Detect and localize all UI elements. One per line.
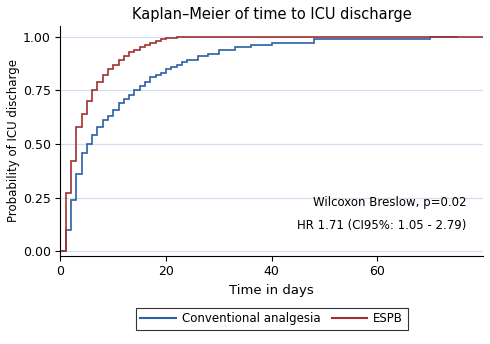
ESPB [152,39,158,43]
ESPB [126,50,132,54]
ESPB [190,34,196,39]
Conventional analgesia [163,67,169,71]
Title: Kaplan–Meier of time to ICU discharge: Kaplan–Meier of time to ICU discharge [132,7,412,22]
Conventional analgesia [216,47,222,52]
Conventional analgesia [179,60,185,64]
Conventional analgesia [247,43,253,47]
ESPB [68,159,74,163]
ESPB [105,67,111,71]
Conventional analgesia [311,37,317,41]
ESPB [131,47,137,52]
Conventional analgesia [269,41,275,45]
Conventional analgesia [232,45,238,50]
Conventional analgesia [195,54,201,58]
Conventional analgesia [184,58,190,62]
ESPB [95,80,100,84]
ESPB [137,45,143,50]
Conventional analgesia [142,80,148,84]
ESPB [57,249,63,254]
ESPB [142,43,148,47]
Text: HR 1.71 (CI95%: 1.05 - 2.79): HR 1.71 (CI95%: 1.05 - 2.79) [297,219,466,232]
Line: Conventional analgesia: Conventional analgesia [60,36,457,251]
ESPB [158,37,164,41]
Conventional analgesia [147,75,153,79]
ESPB [116,58,122,62]
ESPB [147,41,153,45]
ESPB [63,191,69,195]
Conventional analgesia [152,73,158,77]
ESPB [121,54,127,58]
ESPB [100,73,106,77]
ESPB [110,63,116,67]
ESPB [74,125,79,129]
ESPB [89,88,95,93]
Conventional analgesia [131,88,137,93]
Conventional analgesia [84,142,90,146]
Conventional analgesia [121,97,127,101]
ESPB [84,99,90,103]
Y-axis label: Probability of ICU discharge: Probability of ICU discharge [7,59,20,222]
Conventional analgesia [158,71,164,75]
Conventional analgesia [57,249,63,254]
Text: Wilcoxon Breslow, p=0.02: Wilcoxon Breslow, p=0.02 [313,196,466,209]
Conventional analgesia [105,114,111,118]
Line: ESPB: ESPB [60,36,483,251]
ESPB [480,34,486,39]
Legend: Conventional analgesia, ESPB: Conventional analgesia, ESPB [136,308,408,330]
Conventional analgesia [100,118,106,122]
ESPB [174,34,180,39]
Conventional analgesia [74,172,79,176]
ESPB [163,36,169,40]
Conventional analgesia [89,133,95,138]
Conventional analgesia [78,151,84,155]
Conventional analgesia [427,34,433,39]
ESPB [57,249,63,254]
Conventional analgesia [68,198,74,202]
Conventional analgesia [169,65,174,69]
Conventional analgesia [205,52,211,56]
Conventional analgesia [57,249,63,254]
X-axis label: Time in days: Time in days [229,284,314,297]
Conventional analgesia [63,228,69,232]
Conventional analgesia [126,93,132,97]
Conventional analgesia [454,34,460,39]
Conventional analgesia [137,84,143,88]
Conventional analgesia [110,108,116,112]
Conventional analgesia [116,101,122,105]
ESPB [78,112,84,116]
Conventional analgesia [174,63,180,67]
Conventional analgesia [95,125,100,129]
